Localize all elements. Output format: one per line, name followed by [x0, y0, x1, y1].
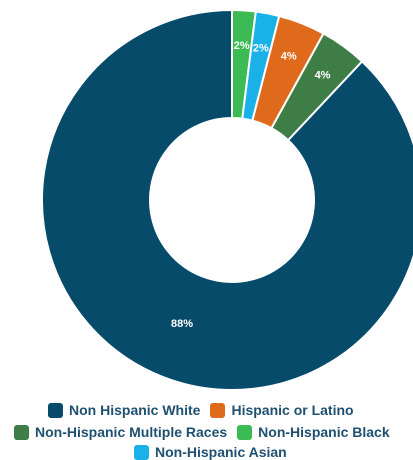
- slice-label: 4%: [315, 69, 331, 81]
- legend-swatch: [134, 444, 149, 460]
- legend-item-non-hispanic-asian[interactable]: Non-Hispanic Asian: [134, 444, 287, 460]
- slice-label: 88%: [171, 318, 193, 330]
- slice-non-hispanic-white[interactable]: [41, 8, 413, 391]
- legend-item-non-hispanic-white[interactable]: Non Hispanic White: [48, 402, 200, 418]
- legend-swatch: [237, 424, 253, 440]
- slice-label: 4%: [281, 51, 297, 63]
- legend-label: Non-Hispanic Asian: [155, 444, 287, 460]
- slice-label: 2%: [234, 40, 250, 52]
- legend-row: Non-Hispanic Multiple Races Non-Hispanic…: [14, 424, 400, 440]
- legend-label: Non-Hispanic Black: [258, 424, 390, 440]
- legend-label: Non Hispanic White: [69, 402, 201, 418]
- legend-swatch: [14, 424, 29, 440]
- legend-label: Hispanic or Latino: [231, 402, 354, 418]
- legend-swatch: [48, 402, 63, 418]
- legend-row: Non Hispanic White Hispanic or Latino: [48, 402, 364, 418]
- legend-label: Non-Hispanic Multiple Races: [35, 424, 228, 440]
- slice-label: 2%: [253, 43, 269, 55]
- legend-item-non-hispanic-multiple-races[interactable]: Non-Hispanic Multiple Races: [14, 424, 227, 440]
- legend-item-non-hispanic-black[interactable]: Non-Hispanic Black: [237, 424, 390, 440]
- donut-chart: 2% 2% 4% 4% 88%: [41, 8, 413, 391]
- legend-swatch: [210, 402, 226, 418]
- legend-row: Non-Hispanic Asian: [134, 444, 297, 460]
- legend-item-hispanic-or-latino[interactable]: Hispanic or Latino: [210, 402, 354, 418]
